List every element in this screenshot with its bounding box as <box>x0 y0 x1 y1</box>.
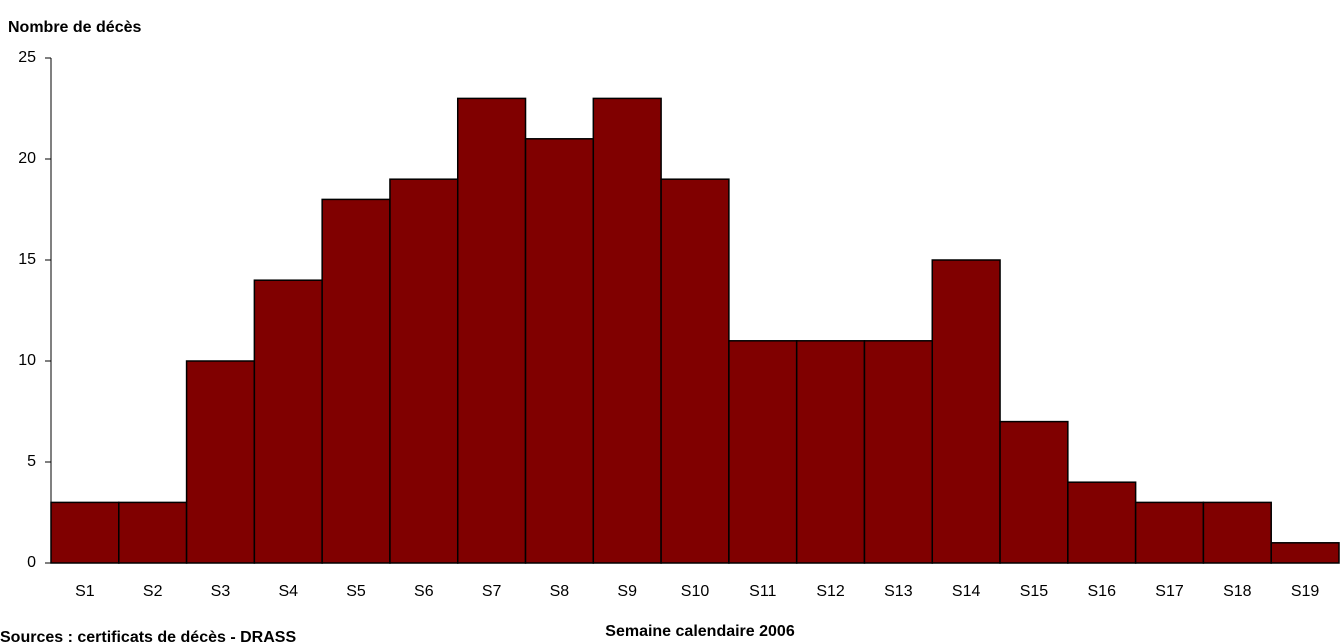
x-tick-label: S17 <box>1155 583 1184 600</box>
x-tick-label: S12 <box>816 583 845 600</box>
bar <box>456 97 527 564</box>
x-tick-label: S10 <box>681 583 710 600</box>
x-tick-label: S9 <box>617 583 637 600</box>
x-tick-label: S19 <box>1291 583 1320 600</box>
bar <box>389 178 459 564</box>
x-tick-label: S3 <box>211 583 231 600</box>
x-tick-label: S4 <box>278 583 298 600</box>
x-tick-label: S11 <box>749 583 776 600</box>
bar <box>660 178 730 564</box>
y-tick-label: 10 <box>18 352 36 369</box>
bar <box>1067 481 1137 564</box>
bar <box>524 138 595 564</box>
x-axis-title: Semaine calendaire 2006 <box>605 623 795 640</box>
x-tick-label: S2 <box>143 583 163 600</box>
bar <box>1202 501 1272 564</box>
bar <box>999 420 1069 564</box>
y-tick-label: 0 <box>27 554 36 571</box>
bar <box>1134 501 1205 564</box>
x-tick-label: S14 <box>952 583 981 600</box>
x-tick-label: S1 <box>75 583 95 600</box>
bar <box>1270 542 1340 564</box>
x-tick-label: S15 <box>1020 583 1049 600</box>
x-tick-label: S16 <box>1088 583 1117 600</box>
bar <box>795 340 866 564</box>
x-tick-label: S7 <box>482 583 502 600</box>
y-axis-title: Nombre de décès <box>8 19 141 36</box>
y-tick-label: 25 <box>18 49 36 66</box>
y-tick-label: 20 <box>18 150 36 167</box>
bar <box>185 360 256 564</box>
y-tick-label: 5 <box>27 453 36 470</box>
bar <box>50 501 120 564</box>
bar <box>728 340 798 564</box>
bar <box>592 97 662 564</box>
bar <box>931 259 1001 564</box>
bar <box>321 198 391 564</box>
bar <box>253 279 323 564</box>
y-tick-label: 15 <box>18 251 36 268</box>
x-tick-label: S18 <box>1223 583 1252 600</box>
x-tick-label: S5 <box>346 583 366 600</box>
bar <box>863 340 934 564</box>
x-tick-label: S8 <box>550 583 570 600</box>
source-note: Sources : certificats de décès - DRASS <box>0 629 296 644</box>
x-tick-label: S6 <box>414 583 434 600</box>
bar <box>118 501 188 564</box>
x-tick-label: S13 <box>884 583 913 600</box>
